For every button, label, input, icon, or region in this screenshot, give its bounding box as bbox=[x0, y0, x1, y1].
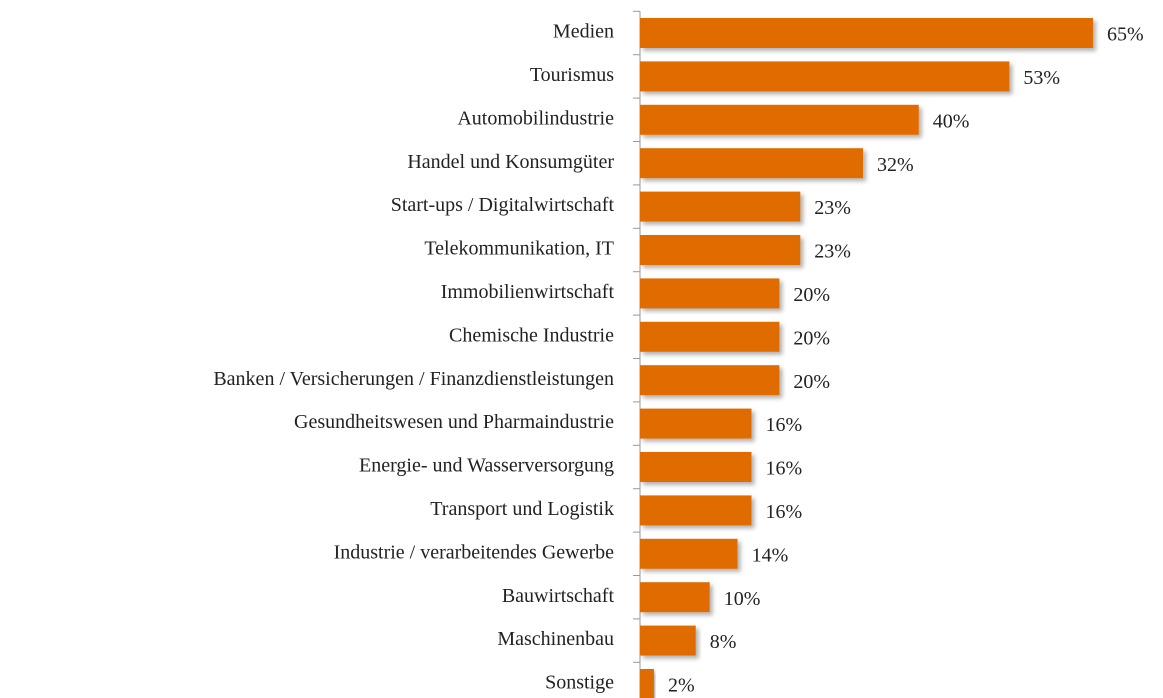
value-label: 32% bbox=[877, 154, 914, 176]
value-label: 65% bbox=[1107, 24, 1144, 46]
value-label: 20% bbox=[793, 327, 830, 349]
value-label: 23% bbox=[814, 241, 851, 263]
bar bbox=[640, 365, 780, 396]
category-label: Maschinenbau bbox=[497, 628, 614, 650]
value-label: 2% bbox=[668, 675, 695, 697]
value-label: 16% bbox=[766, 414, 803, 436]
value-label: 53% bbox=[1023, 67, 1060, 89]
bar bbox=[640, 669, 654, 698]
category-label: Automobilindustrie bbox=[457, 107, 614, 129]
bar bbox=[640, 625, 696, 656]
value-label: 8% bbox=[710, 631, 737, 653]
category-label: Industrie / verarbeitendes Gewerbe bbox=[334, 541, 615, 563]
category-label: Gesundheitswesen und Pharmaindustrie bbox=[294, 411, 614, 433]
bar bbox=[640, 321, 780, 352]
bar bbox=[640, 191, 801, 222]
category-label: Immobilienwirtschaft bbox=[441, 281, 615, 303]
value-label: 20% bbox=[793, 371, 830, 393]
category-label: Chemische Industrie bbox=[449, 324, 614, 346]
bar bbox=[640, 452, 752, 482]
bar bbox=[640, 408, 752, 439]
category-label: Start-ups / Digitalwirtschaft bbox=[391, 194, 615, 216]
value-label: 40% bbox=[933, 110, 970, 132]
category-label: Transport und Logistik bbox=[430, 498, 614, 520]
category-label: Banken / Versicherungen / Finanzdienstle… bbox=[213, 368, 614, 390]
category-label: Bauwirtschaft bbox=[502, 585, 615, 607]
bar bbox=[640, 278, 780, 309]
category-label: Handel und Konsumgüter bbox=[407, 151, 614, 173]
bar bbox=[640, 235, 801, 265]
category-label: Sonstige bbox=[545, 672, 614, 694]
bar bbox=[640, 104, 919, 135]
value-label: 23% bbox=[814, 197, 851, 219]
value-label: 14% bbox=[752, 544, 789, 566]
value-label: 16% bbox=[766, 458, 803, 480]
category-label: Medien bbox=[553, 21, 614, 43]
value-label: 10% bbox=[724, 588, 761, 610]
category-label: Tourismus bbox=[530, 64, 614, 86]
bar bbox=[640, 495, 752, 526]
bar bbox=[640, 148, 864, 179]
category-label: Energie- und Wasserversorgung bbox=[359, 455, 614, 477]
value-label: 16% bbox=[766, 501, 803, 523]
category-label: Telekommunikation, IT bbox=[424, 238, 614, 260]
bar bbox=[640, 538, 738, 569]
value-label: 20% bbox=[793, 284, 830, 306]
bar bbox=[640, 18, 1093, 48]
bar bbox=[640, 582, 710, 613]
bar bbox=[640, 61, 1010, 92]
